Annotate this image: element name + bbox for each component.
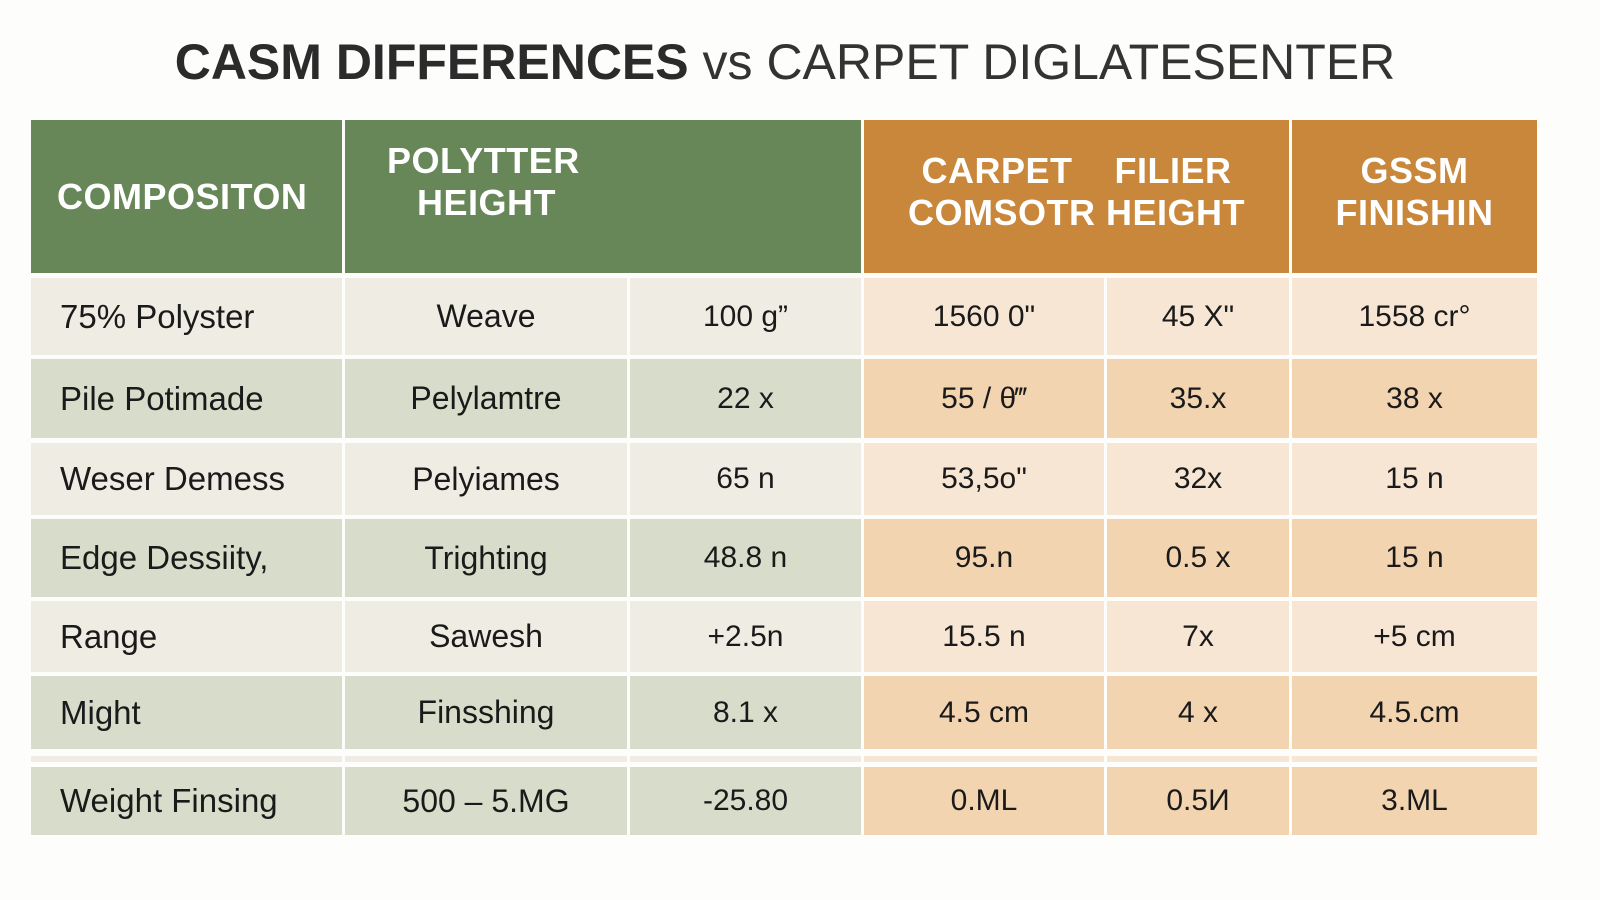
row-label: 75% Polyster	[31, 278, 342, 355]
row-cell: 500 – 5.MG	[345, 767, 627, 835]
title-light-part: vs CARPET DIGLATESENTER	[702, 34, 1396, 90]
row-cell: 32x	[1107, 443, 1289, 515]
row-cell: 35.x	[1107, 359, 1289, 438]
row-cell: 53,5o"	[864, 443, 1104, 515]
row-cell: 8.1 x	[630, 676, 861, 749]
row-cell: 55 / θ‴	[864, 359, 1104, 438]
row-cell: Pelylamtre	[345, 359, 627, 438]
row-cell: 1558 cr°	[1292, 278, 1537, 355]
row-cell: 95.n	[864, 519, 1104, 597]
row-cell: +2.5n	[630, 601, 861, 672]
row-cell: 15 n	[1292, 519, 1537, 597]
row-cell: 4.5 cm	[864, 676, 1104, 749]
row-cell: Finsshing	[345, 676, 627, 749]
row-cell: 15 n	[1292, 443, 1537, 515]
row-cell: 22 x	[630, 359, 861, 438]
header-gssm-finishin: GSSM FINISHIN	[1292, 120, 1537, 273]
row-label: Might	[31, 676, 342, 749]
row-cell: 0.ML	[864, 767, 1104, 835]
page-title: CASM DIFFERENCES vs CARPET DIGLATESENTER	[0, 32, 1570, 92]
row-cell: Sawesh	[345, 601, 627, 672]
row-label: Edge Dessiity,	[31, 519, 342, 597]
row-cell: 45 X"	[1107, 278, 1289, 355]
row-cell: 100 g”	[630, 278, 861, 355]
row-cell: 4.5.cm	[1292, 676, 1537, 749]
header-composition: COMPOSITON	[31, 120, 342, 273]
row-label: Weser Demess	[31, 443, 342, 515]
row-label: Pile Potimade	[31, 359, 342, 438]
row-label: Weight Finsing	[31, 767, 342, 835]
row-cell: -25.80	[630, 767, 861, 835]
row-cell: 38 x	[1292, 359, 1537, 438]
row-cell: 0.5 x	[1107, 519, 1289, 597]
header-carpet-comsotr-filier-height: CARPET FILIER COMSOTR HEIGHT	[864, 120, 1289, 273]
row-cell: 3.ML	[1292, 767, 1537, 835]
row-cell: 4 x	[1107, 676, 1289, 749]
row-cell: 0.5И	[1107, 767, 1289, 835]
row-cell: 65 n	[630, 443, 861, 515]
row-cell: 15.5 n	[864, 601, 1104, 672]
title-bold-part: CASM DIFFERENCES	[174, 34, 689, 90]
row-label: Range	[31, 601, 342, 672]
row-cell: +5 cm	[1292, 601, 1537, 672]
row-cell: 48.8 n	[630, 519, 861, 597]
row-cell: Pelyiames	[345, 443, 627, 515]
row-cell: 1560 0"	[864, 278, 1104, 355]
row-cell: 7x	[1107, 601, 1289, 672]
row-cell: Weave	[345, 278, 627, 355]
header-polytter-height: POLYTTER HEIGHT	[345, 120, 861, 273]
row-cell: Trighting	[345, 519, 627, 597]
